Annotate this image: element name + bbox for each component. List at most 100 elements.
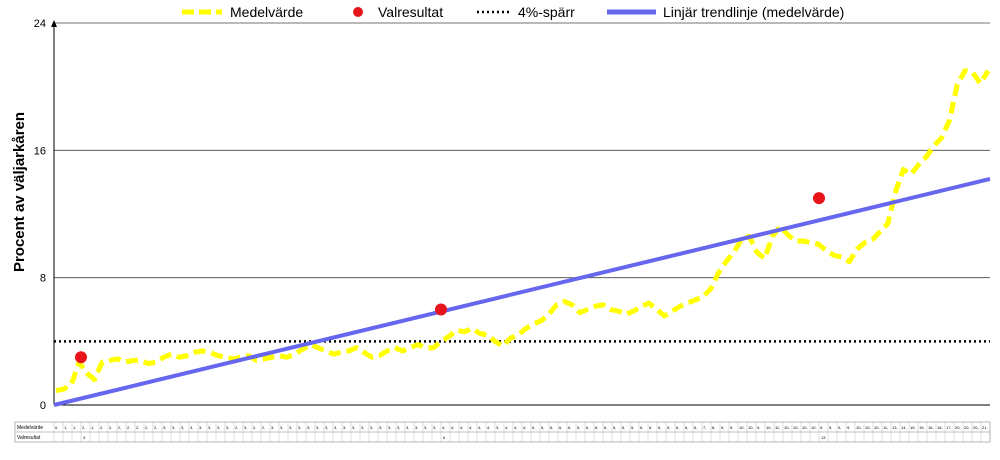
table-cell: 6,	[676, 425, 679, 430]
table-cell: 8,	[712, 425, 715, 430]
table-cell: 3,	[496, 425, 499, 430]
legend-valresultat-swatch	[353, 7, 363, 17]
table-cell: 3,	[172, 425, 175, 430]
table-cell: 3,	[424, 425, 427, 430]
election-result-point	[435, 303, 447, 316]
table-cell: 5,	[622, 425, 625, 430]
table-cell: 3,	[415, 425, 418, 430]
table-cell: 9,	[838, 425, 841, 430]
table-cell: 3,	[352, 425, 355, 430]
legend-sparr-label: 4%-spärr	[518, 4, 575, 20]
table-cell: 10,	[766, 425, 772, 430]
table-cell: 13	[821, 435, 826, 440]
y-tick-label: 24	[34, 18, 46, 30]
table-cell: 6,	[694, 425, 697, 430]
table-cell: 5,	[667, 425, 670, 430]
table-cell: 3,	[316, 425, 319, 430]
table-cell: 3,	[199, 425, 202, 430]
table-cell: 4,	[451, 425, 454, 430]
election-result-point	[75, 351, 87, 364]
table-cell: 6,	[586, 425, 589, 430]
legend-valresultat-label: Valresultat	[378, 4, 443, 20]
table-cell: 6,	[640, 425, 643, 430]
legend-medelvarde-label: Medelvärde	[230, 4, 303, 20]
table-cell: 3,	[190, 425, 193, 430]
table-cell: 4,	[442, 425, 445, 430]
table-cell: 2,	[253, 425, 256, 430]
table-cell: 10,	[856, 425, 862, 430]
table-cell: 6,	[559, 425, 562, 430]
table-cell: 2,	[154, 425, 157, 430]
trend-group	[53, 177, 991, 407]
y-tick-label: 16	[34, 145, 46, 157]
y-axis-label: Procent av väljarkåren	[11, 112, 28, 272]
table-row-label: Medelvärde	[17, 425, 43, 431]
table-cell: 10,	[802, 425, 808, 430]
table-cell: 9,	[820, 425, 823, 430]
table-cell: 10,	[865, 425, 871, 430]
table-cell: 3,	[271, 425, 274, 430]
table-cell: 6,	[685, 425, 688, 430]
data-table: Medelvärde Valresultat 0, 1, 1, 2, 3 1, 2, 2, 2, 2,…	[14, 421, 991, 443]
table-cell: 16,	[937, 425, 943, 430]
table-cell: 6,	[550, 425, 553, 430]
table-cell: 4,	[523, 425, 526, 430]
table-cell: 3,	[226, 425, 229, 430]
table-cell: 9,	[829, 425, 832, 430]
table-cell: 1,	[91, 425, 94, 430]
table-cell: 3,	[181, 425, 184, 430]
table-row-label: Valresultat	[17, 435, 41, 441]
gridlines	[54, 22, 990, 279]
table-cell: 1,	[64, 425, 67, 430]
table-cell: 3,	[334, 425, 337, 430]
table-cell: 10,	[793, 425, 799, 430]
table-cell: 9,	[757, 425, 760, 430]
table-cell: 2,	[262, 425, 265, 430]
table-cell: 4,	[487, 425, 490, 430]
y-axis-arrow	[51, 20, 57, 27]
table-cell: 4,	[505, 425, 508, 430]
trend-line	[53, 177, 991, 407]
table-cell: 9,	[847, 425, 850, 430]
table-cell: 6,	[604, 425, 607, 430]
table-cell: 10,	[874, 425, 880, 430]
table-cell: 4,	[478, 425, 481, 430]
table-cell: 6,	[649, 425, 652, 430]
table-cell: 2,	[235, 425, 238, 430]
table-cell: 15,	[919, 425, 925, 430]
table-cell: 9,	[730, 425, 733, 430]
table-cell: 2,	[127, 425, 130, 430]
table-cell: 2,	[118, 425, 121, 430]
table-cell: 1,	[73, 425, 76, 430]
table-cell: 5,	[658, 425, 661, 430]
table-cell: 5,	[532, 425, 535, 430]
table-cell: 3,	[244, 425, 247, 430]
table-cell: 5,	[631, 425, 634, 430]
table-cell: 3,	[406, 425, 409, 430]
table-cell: 2,	[145, 425, 148, 430]
table-cell: 3,	[307, 425, 310, 430]
table-cell: 10,	[748, 425, 754, 430]
table-cell: 20,	[973, 425, 979, 430]
table-cell: 10,	[811, 425, 817, 430]
table-cell: 6,	[568, 425, 571, 430]
table-cell: 0,	[55, 425, 58, 430]
y-tick-label: 0	[40, 400, 46, 412]
table-cell: 3,	[208, 425, 211, 430]
table-cell: 3,	[298, 425, 301, 430]
table-cell: 2,	[109, 425, 112, 430]
table-cell: 10,	[739, 425, 745, 430]
table-cell: 7,	[703, 425, 706, 430]
table-cell: 6,	[595, 425, 598, 430]
mean-series-group	[55, 68, 991, 394]
table-cell: 3,	[163, 425, 166, 430]
table-cell: 4,	[460, 425, 463, 430]
table-cell: 5,	[613, 425, 616, 430]
table-cell: 14,	[901, 425, 907, 430]
table-cell: 3,	[397, 425, 400, 430]
table-cell: 20,	[964, 425, 970, 430]
table-cell: 6	[443, 435, 446, 440]
election-results-group	[75, 192, 825, 364]
table-cell: 3,	[361, 425, 364, 430]
